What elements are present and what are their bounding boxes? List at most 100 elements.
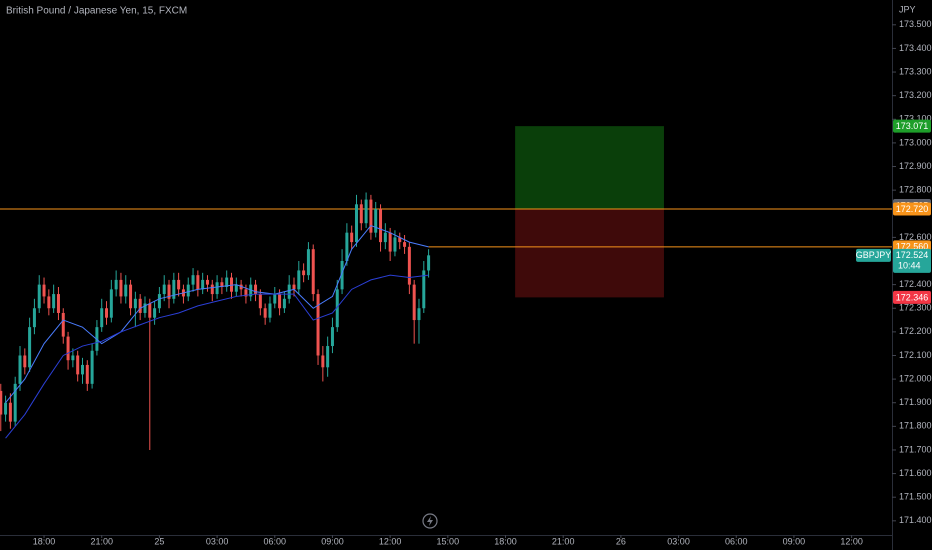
- plot-area: [0, 126, 892, 450]
- candle-body: [273, 294, 277, 304]
- x-tick-label: 26: [616, 536, 626, 546]
- x-tick-label: 12:00: [379, 536, 402, 546]
- candle-body: [119, 279, 123, 297]
- candle-body: [210, 284, 214, 295]
- y-tick-label: 172.800: [899, 185, 932, 195]
- candle-body: [143, 303, 147, 313]
- symbol-label: [856, 248, 891, 262]
- candle-body: [56, 294, 60, 313]
- y-tick-label: 172.100: [899, 350, 932, 360]
- candle-body: [326, 346, 330, 368]
- axis-unit: JPY: [899, 4, 916, 14]
- replay-icon[interactable]: [422, 513, 438, 529]
- y-tick-label: 173.300: [899, 66, 932, 76]
- candle-body: [263, 308, 267, 318]
- candle-body: [42, 284, 46, 297]
- candle-body: [172, 279, 176, 299]
- y-tick-label: 172.300: [899, 303, 932, 313]
- candle-body: [205, 279, 209, 285]
- candle-body: [105, 308, 109, 318]
- candle-body: [66, 336, 70, 361]
- x-tick-label: 18:00: [33, 536, 56, 546]
- y-tick-label: 171.800: [899, 421, 932, 431]
- candle-body: [138, 298, 142, 313]
- candle-body: [393, 237, 397, 252]
- x-tick-label: 03:00: [206, 536, 229, 546]
- x-tick-label: 18:00: [494, 536, 517, 546]
- candle-body: [32, 308, 36, 328]
- y-tick-label: 172.900: [899, 161, 932, 171]
- axes: 173.500173.400173.300173.200173.100173.0…: [33, 19, 932, 546]
- candle-body: [407, 246, 411, 285]
- candle-body: [76, 355, 80, 375]
- candle-body: [427, 255, 431, 271]
- candle-body: [239, 284, 243, 290]
- candle-body: [186, 284, 190, 297]
- candle-body: [345, 232, 349, 262]
- candle-body: [359, 204, 363, 224]
- candle-body: [417, 308, 421, 321]
- candle-body: [374, 209, 378, 233]
- candle-body: [109, 289, 113, 318]
- candle-body: [354, 204, 358, 243]
- x-tick-label: 21:00: [90, 536, 113, 546]
- countdown-text: 10:44: [898, 261, 921, 271]
- moving-average: [5, 224, 429, 404]
- y-tick-label: 171.600: [899, 468, 932, 478]
- candle-body: [4, 402, 8, 415]
- candle-body: [369, 199, 373, 233]
- y-tick-label: 171.900: [899, 397, 932, 407]
- candle-body: [316, 294, 320, 356]
- price-label-text: 172.346: [896, 292, 929, 302]
- candle-body: [90, 350, 94, 384]
- candle-body: [292, 284, 296, 290]
- candle-body: [220, 282, 224, 287]
- x-tick-label: 21:00: [552, 536, 575, 546]
- price-label: [893, 119, 931, 133]
- x-tick-label: 06:00: [725, 536, 748, 546]
- candle-body: [364, 199, 368, 224]
- candle-body: [13, 383, 17, 422]
- candle-body: [157, 294, 161, 309]
- candle-body: [268, 303, 272, 318]
- y-tick-label: 173.100: [899, 114, 932, 124]
- x-tick-label: 03:00: [667, 536, 690, 546]
- y-tick-label: 173.400: [899, 43, 932, 53]
- candle-body: [201, 279, 205, 290]
- candle-body: [71, 355, 75, 361]
- y-tick-label: 173.200: [899, 90, 932, 100]
- y-tick-label: 172.400: [899, 279, 932, 289]
- x-tick-label: 25: [154, 536, 164, 546]
- candle-body: [196, 275, 200, 290]
- candle-body: [177, 279, 181, 290]
- candle-body: [422, 270, 426, 309]
- candle-body: [230, 277, 234, 292]
- candle-body: [234, 284, 238, 292]
- candle-body: [306, 249, 310, 276]
- last-price-label: [893, 248, 931, 273]
- x-tick-label: 09:00: [783, 536, 806, 546]
- loss-zone: [515, 209, 664, 298]
- candle-body: [297, 270, 301, 290]
- candle-body: [302, 270, 306, 276]
- candle-body: [403, 242, 407, 247]
- candle-body: [37, 284, 41, 309]
- price-label-text: 172.720: [896, 204, 929, 214]
- price-label-text: 173.071: [896, 121, 929, 131]
- icon-circle[interactable]: [422, 513, 438, 529]
- candle-body: [148, 303, 152, 318]
- candle-body: [8, 402, 12, 422]
- candle-body: [340, 261, 344, 290]
- last-price-text: 172.524: [896, 250, 929, 260]
- price-label-text: 172.560: [896, 242, 929, 252]
- x-tick-label: 12:00: [840, 536, 863, 546]
- candle-body: [80, 364, 84, 375]
- candle-body: [124, 284, 128, 297]
- price-label: [893, 202, 931, 216]
- candle-body: [85, 364, 89, 384]
- candle-body: [282, 298, 286, 309]
- icon-bolt[interactable]: [427, 516, 433, 526]
- candle-body: [412, 284, 416, 321]
